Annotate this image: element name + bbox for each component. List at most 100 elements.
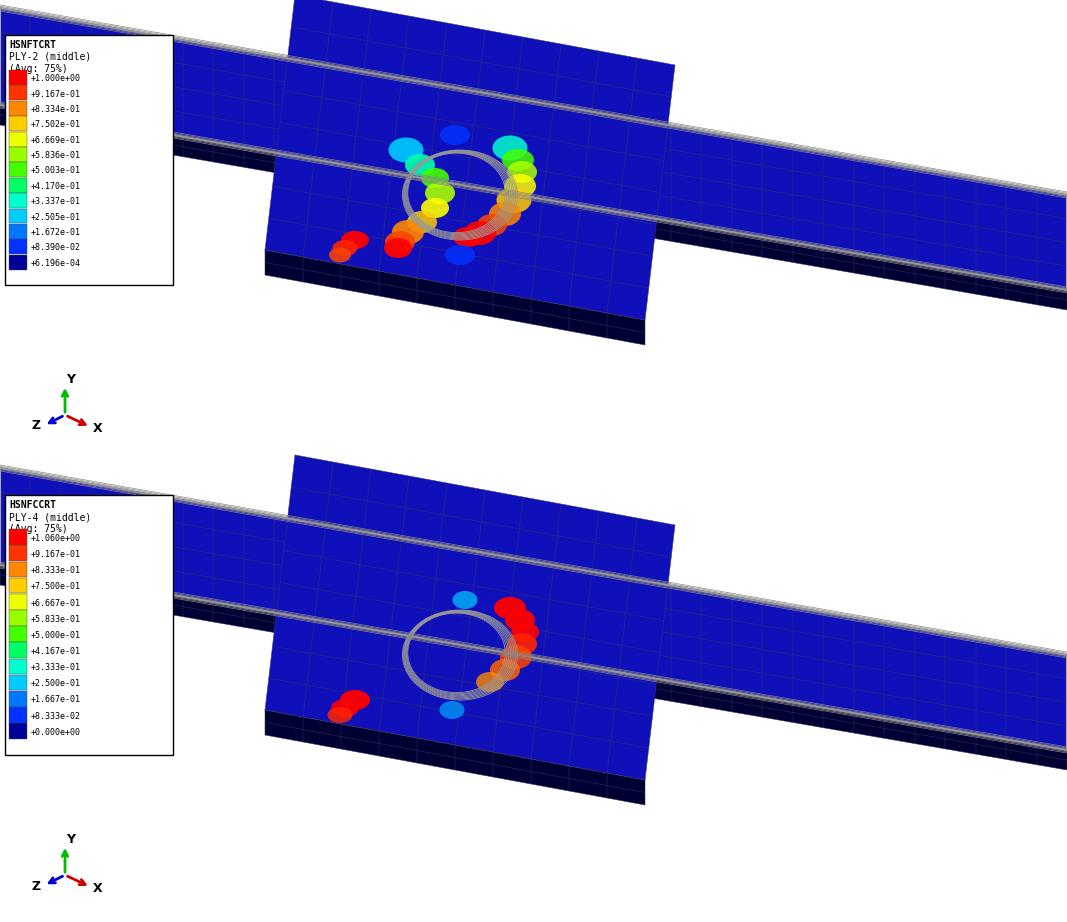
Ellipse shape <box>440 125 469 145</box>
Bar <box>9 658 27 674</box>
Bar <box>9 707 27 723</box>
Ellipse shape <box>392 220 424 244</box>
Bar <box>9 178 27 193</box>
Text: Z: Z <box>32 420 42 432</box>
Text: +1.672e-01: +1.672e-01 <box>31 228 81 237</box>
Bar <box>9 100 27 116</box>
Bar <box>9 723 27 739</box>
Bar <box>9 675 27 691</box>
Text: +0.000e+00: +0.000e+00 <box>31 727 81 737</box>
Text: (Avg: 75%): (Avg: 75%) <box>9 524 67 534</box>
Bar <box>9 194 27 208</box>
Ellipse shape <box>328 707 352 723</box>
Ellipse shape <box>421 168 449 188</box>
Ellipse shape <box>489 202 521 226</box>
Text: +9.167e-01: +9.167e-01 <box>31 89 81 99</box>
Text: (Avg: 75%): (Avg: 75%) <box>9 64 67 74</box>
Bar <box>9 610 27 626</box>
Bar <box>9 594 27 609</box>
Text: +1.000e+00: +1.000e+00 <box>31 74 81 83</box>
Bar <box>9 691 27 706</box>
Ellipse shape <box>385 231 415 253</box>
Ellipse shape <box>507 161 537 183</box>
Text: +4.167e-01: +4.167e-01 <box>31 647 81 656</box>
Polygon shape <box>0 105 1067 310</box>
Text: X: X <box>93 882 102 895</box>
Text: +5.836e-01: +5.836e-01 <box>31 151 81 160</box>
Polygon shape <box>0 468 1067 750</box>
Text: +1.060e+00: +1.060e+00 <box>31 534 81 543</box>
Text: Z: Z <box>32 880 42 892</box>
Bar <box>9 132 27 147</box>
Polygon shape <box>0 8 1067 290</box>
Polygon shape <box>265 710 644 805</box>
Ellipse shape <box>340 690 370 710</box>
Text: +8.333e-01: +8.333e-01 <box>31 566 81 575</box>
Bar <box>9 162 27 177</box>
Bar <box>9 208 27 223</box>
Text: +9.167e-01: +9.167e-01 <box>31 550 81 559</box>
Text: X: X <box>93 422 102 435</box>
Ellipse shape <box>496 187 531 213</box>
Text: +5.000e-01: +5.000e-01 <box>31 631 81 640</box>
Ellipse shape <box>476 672 504 692</box>
Polygon shape <box>265 455 675 780</box>
Bar <box>9 626 27 642</box>
Text: +8.390e-02: +8.390e-02 <box>31 243 81 253</box>
Bar <box>9 86 27 100</box>
Text: +6.196e-04: +6.196e-04 <box>31 259 81 267</box>
Bar <box>9 240 27 254</box>
Text: Y: Y <box>66 833 75 846</box>
Text: +5.833e-01: +5.833e-01 <box>31 615 81 623</box>
Text: Y: Y <box>66 373 75 386</box>
Bar <box>5 495 173 755</box>
Ellipse shape <box>407 211 437 233</box>
Ellipse shape <box>425 182 455 204</box>
Text: +2.505e-01: +2.505e-01 <box>31 213 81 221</box>
Text: HSNFTCRT: HSNFTCRT <box>9 40 55 50</box>
Text: PLY-4 (middle): PLY-4 (middle) <box>9 512 92 522</box>
Bar <box>9 561 27 577</box>
Text: HSNFCCRT: HSNFCCRT <box>9 500 55 510</box>
Ellipse shape <box>493 136 527 160</box>
Ellipse shape <box>405 154 435 176</box>
Text: +5.003e-01: +5.003e-01 <box>31 167 81 175</box>
Bar <box>9 116 27 131</box>
Ellipse shape <box>501 149 534 171</box>
Polygon shape <box>0 565 1067 770</box>
Text: +7.502e-01: +7.502e-01 <box>31 120 81 129</box>
Ellipse shape <box>440 701 464 719</box>
Bar <box>9 254 27 269</box>
Polygon shape <box>265 0 675 320</box>
Bar <box>9 70 27 85</box>
Bar <box>5 35 173 285</box>
Text: +3.337e-01: +3.337e-01 <box>31 197 81 207</box>
Ellipse shape <box>445 245 475 265</box>
Ellipse shape <box>494 597 526 619</box>
Text: PLY-2 (middle): PLY-2 (middle) <box>9 52 92 62</box>
Ellipse shape <box>452 591 478 609</box>
Ellipse shape <box>505 609 535 631</box>
Bar <box>9 578 27 594</box>
Ellipse shape <box>421 198 449 218</box>
Text: +1.667e-01: +1.667e-01 <box>31 695 81 704</box>
Text: +6.667e-01: +6.667e-01 <box>31 598 81 608</box>
Bar <box>9 529 27 545</box>
Ellipse shape <box>511 622 539 642</box>
Ellipse shape <box>453 227 483 247</box>
Text: +8.333e-02: +8.333e-02 <box>31 712 81 721</box>
Ellipse shape <box>329 247 351 263</box>
Ellipse shape <box>388 137 424 162</box>
Text: +2.500e-01: +2.500e-01 <box>31 680 81 689</box>
Ellipse shape <box>464 221 496 245</box>
Bar <box>9 147 27 162</box>
Polygon shape <box>265 250 644 345</box>
Ellipse shape <box>504 174 536 198</box>
Text: +6.669e-01: +6.669e-01 <box>31 136 81 145</box>
Bar <box>9 643 27 658</box>
Ellipse shape <box>341 231 369 249</box>
Bar <box>9 546 27 561</box>
Text: +8.334e-01: +8.334e-01 <box>31 105 81 114</box>
Ellipse shape <box>507 633 537 655</box>
Text: +7.500e-01: +7.500e-01 <box>31 583 81 591</box>
